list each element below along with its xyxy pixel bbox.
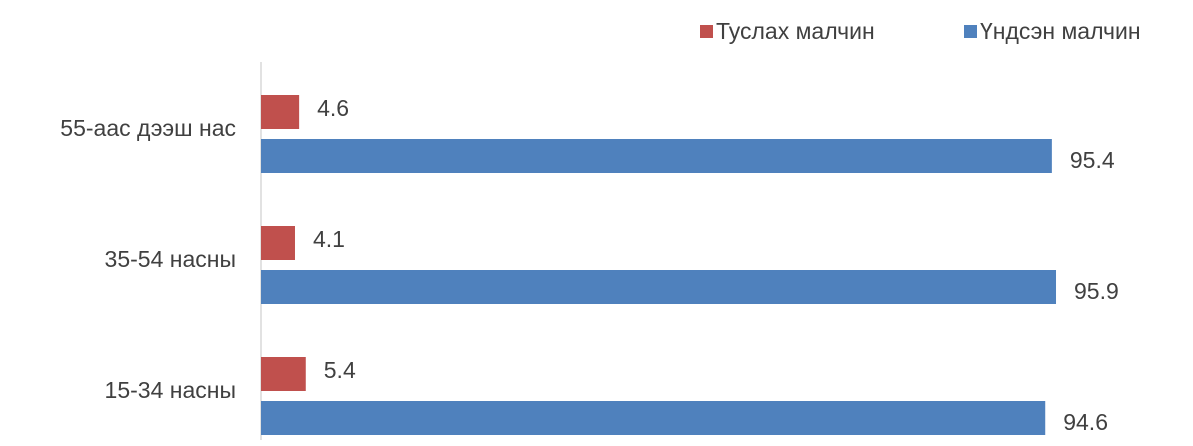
y-tick-label: 55-аас дээш нас [60, 115, 236, 141]
y-tick-label: 35-54 насны [105, 246, 236, 272]
legend-swatch [700, 25, 713, 38]
legend-label: Туслах малчин [716, 18, 875, 44]
bar [261, 139, 1052, 173]
bar [261, 357, 306, 391]
data-label: 94.6 [1063, 409, 1108, 435]
data-label: 4.1 [313, 226, 345, 252]
data-label: 4.6 [317, 95, 349, 121]
bar [261, 270, 1057, 304]
legend-label: Үндсэн малчин [980, 18, 1141, 44]
data-label: 95.9 [1074, 278, 1119, 304]
bar [261, 401, 1046, 435]
bar [261, 226, 295, 260]
bar [261, 95, 300, 129]
data-label: 95.4 [1070, 147, 1115, 173]
legend-swatch [964, 25, 977, 38]
data-label: 5.4 [324, 357, 356, 383]
y-tick-label: 15-34 насны [105, 377, 236, 403]
